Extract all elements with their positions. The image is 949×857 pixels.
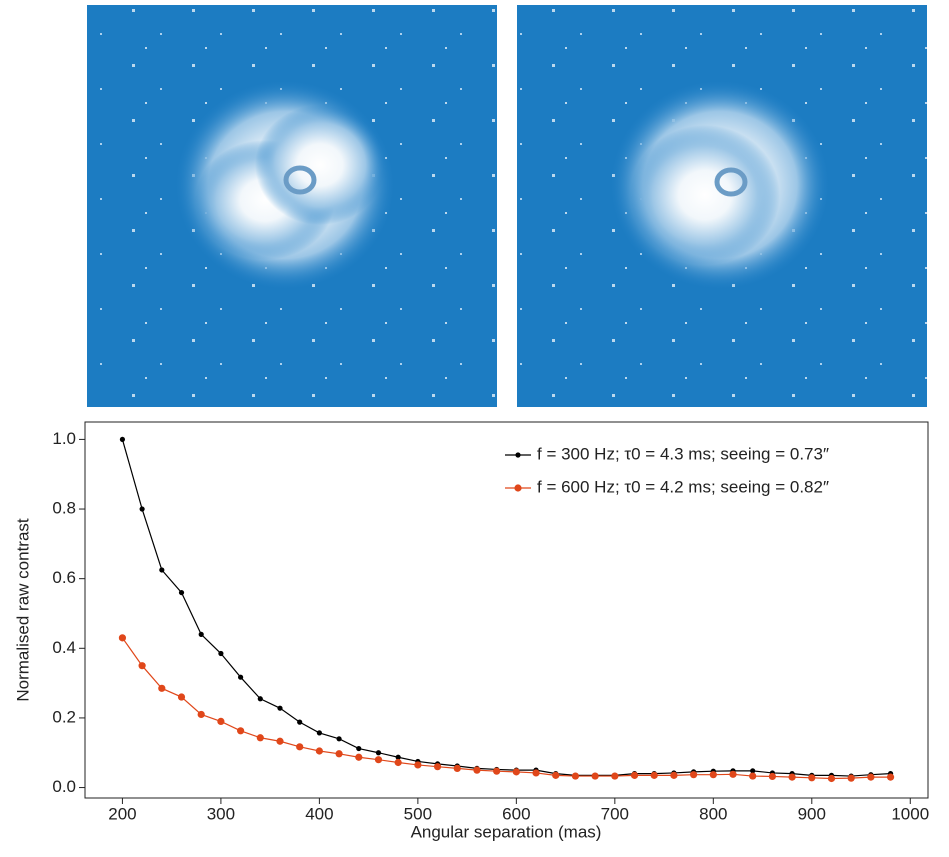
data-point: [276, 738, 283, 745]
data-point: [356, 746, 361, 751]
data-point: [336, 736, 341, 741]
image-right: [517, 5, 927, 407]
data-point: [670, 772, 677, 779]
image-left: [87, 5, 497, 407]
data-point: [729, 771, 736, 778]
data-point: [828, 775, 835, 782]
data-point: [238, 675, 243, 680]
x-tick-label: 700: [601, 804, 629, 823]
data-point: [119, 634, 126, 641]
y-tick-label: 0.2: [52, 707, 76, 726]
data-point: [139, 662, 146, 669]
page: Angular separation (mas) Normalised raw …: [0, 0, 949, 852]
legend-label: f = 300 Hz; τ0 = 4.3 ms; seeing = 0.73″: [537, 444, 829, 463]
data-point: [867, 774, 874, 781]
y-tick-label: 0.4: [52, 638, 76, 657]
data-point: [178, 693, 185, 700]
data-point: [454, 765, 461, 772]
data-point: [572, 772, 579, 779]
data-point: [788, 774, 795, 781]
data-point: [493, 768, 500, 775]
data-point: [769, 773, 776, 780]
data-point: [473, 767, 480, 774]
data-point: [140, 506, 145, 511]
y-tick-label: 1.0: [52, 429, 76, 448]
legend-marker: [515, 452, 520, 457]
legend-label: f = 600 Hz; τ0 = 4.2 ms; seeing = 0.82″: [537, 477, 829, 496]
y-axis-label: Normalised raw contrast: [13, 518, 32, 702]
data-point: [199, 632, 204, 637]
data-point: [237, 727, 244, 734]
data-point: [808, 774, 815, 781]
data-point: [749, 772, 756, 779]
data-point: [198, 711, 205, 718]
plot: 200 300 400 500 600 700 800 900 1000 0.0 0.2 0.4 0.6…: [52, 429, 929, 824]
data-point: [532, 769, 539, 776]
data-point: [158, 685, 165, 692]
data-point: [120, 437, 125, 442]
x-tick-label: 400: [305, 804, 333, 823]
data-point: [179, 590, 184, 595]
data-point: [690, 771, 697, 778]
data-point: [710, 771, 717, 778]
data-point: [316, 747, 323, 754]
x-tick-label: 200: [108, 804, 136, 823]
data-point: [218, 651, 223, 656]
data-point: [277, 706, 282, 711]
x-tick-label: 500: [404, 804, 432, 823]
data-point: [414, 761, 421, 768]
data-point: [513, 768, 520, 775]
data-point: [376, 750, 381, 755]
data-point: [296, 743, 303, 750]
data-point: [395, 759, 402, 766]
x-axis-label: Angular separation (mas): [411, 822, 602, 841]
x-tick-label: 1000: [891, 804, 929, 823]
data-point: [611, 772, 618, 779]
data-point: [217, 718, 224, 725]
series-line: [122, 638, 890, 779]
data-point: [592, 772, 599, 779]
legend-marker: [514, 484, 521, 491]
data-point: [848, 775, 855, 782]
data-point: [317, 730, 322, 735]
data-point: [257, 734, 264, 741]
data-point: [335, 750, 342, 757]
data-point: [552, 772, 559, 779]
data-point: [887, 774, 894, 781]
x-tick-label: 900: [798, 804, 826, 823]
y-tick-label: 0.0: [52, 777, 76, 796]
data-point: [297, 720, 302, 725]
data-point: [258, 696, 263, 701]
figure: Angular separation (mas) Normalised raw …: [0, 0, 949, 852]
data-point: [355, 754, 362, 761]
data-point: [434, 763, 441, 770]
data-point: [651, 772, 658, 779]
x-tick-label: 300: [207, 804, 235, 823]
x-tick-label: 800: [699, 804, 727, 823]
x-tick-label: 600: [502, 804, 530, 823]
data-point: [375, 756, 382, 763]
y-tick-label: 0.8: [52, 499, 76, 518]
y-tick-label: 0.6: [52, 568, 76, 587]
data-point: [631, 772, 638, 779]
data-point: [159, 567, 164, 572]
